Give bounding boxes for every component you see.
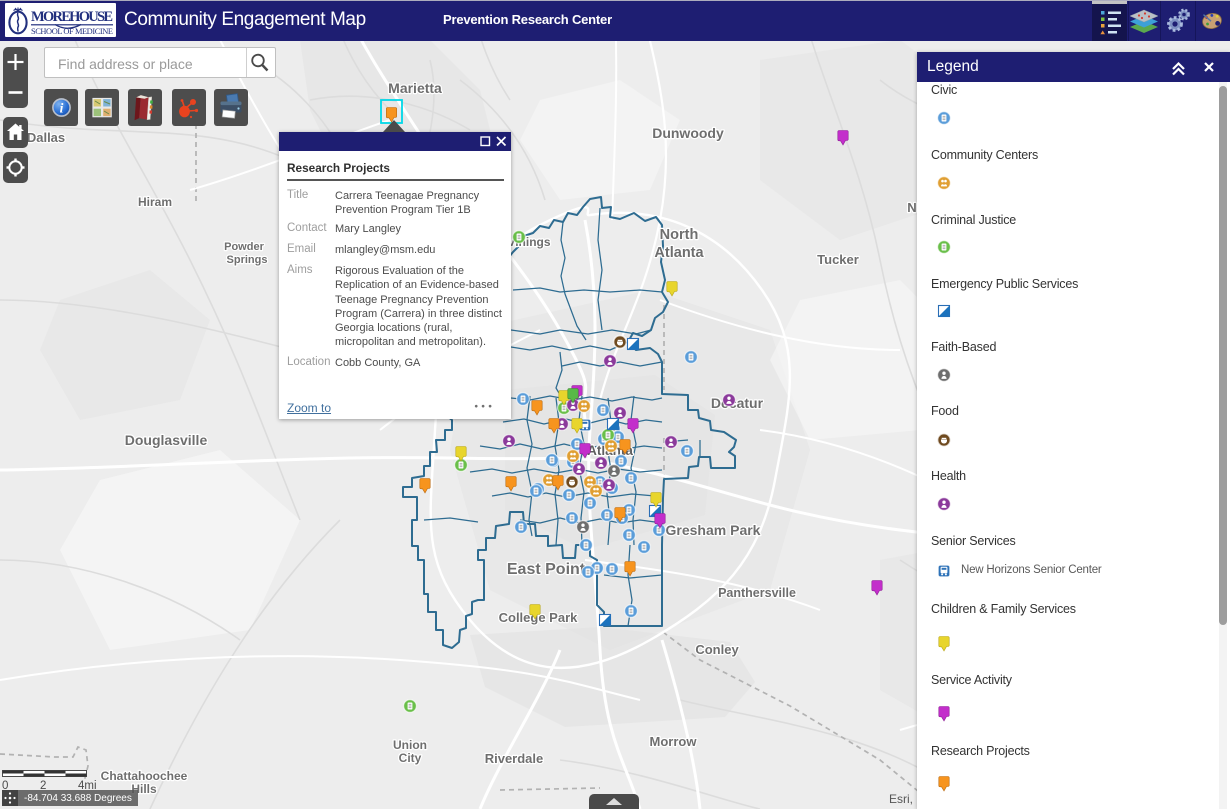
svg-text:Marietta: Marietta	[388, 80, 442, 96]
svg-text:Dunwoody: Dunwoody	[652, 125, 724, 141]
svg-text:Dallas: Dallas	[27, 130, 65, 145]
svg-text:Morrow: Morrow	[650, 734, 698, 749]
svg-text:Douglasville: Douglasville	[125, 432, 208, 448]
svg-text:2: 2	[40, 780, 46, 792]
svg-text:Tucker: Tucker	[817, 252, 859, 267]
svg-text:Hiram: Hiram	[138, 195, 172, 209]
svg-text:East Point: East Point	[507, 561, 586, 578]
svg-text:0: 0	[2, 780, 8, 792]
svg-text:Riverdale: Riverdale	[485, 751, 544, 766]
svg-text:Springs: Springs	[227, 254, 268, 266]
svg-text:Panthersville: Panthersville	[718, 586, 796, 600]
svg-text:4mi: 4mi	[78, 780, 97, 792]
svg-text:MOREHOUSE: MOREHOUSE	[31, 9, 113, 25]
svg-text:Gresham Park: Gresham Park	[666, 522, 761, 538]
svg-text:City: City	[399, 751, 422, 765]
svg-text:Powder: Powder	[224, 241, 264, 253]
svg-text:Chattahoochee: Chattahoochee	[101, 769, 188, 783]
svg-text:i: i	[60, 101, 64, 116]
svg-text:SCHOOL OF MEDICINE: SCHOOL OF MEDICINE	[31, 27, 113, 36]
svg-text:Union: Union	[393, 738, 427, 752]
svg-text:College Park: College Park	[499, 610, 579, 625]
svg-text:N: N	[907, 200, 916, 215]
svg-text:North: North	[660, 227, 699, 243]
svg-text:Conley: Conley	[695, 642, 739, 657]
svg-text:Decatur: Decatur	[711, 395, 764, 411]
svg-text:Atlanta: Atlanta	[654, 245, 704, 261]
